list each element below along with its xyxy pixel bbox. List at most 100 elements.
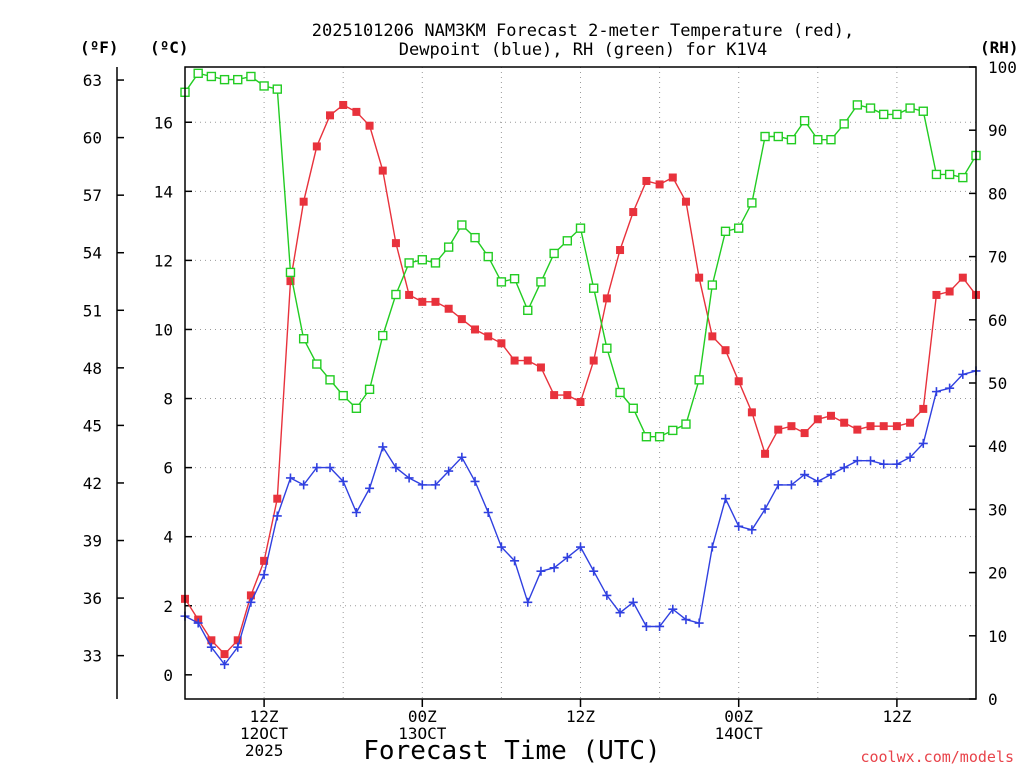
time-tick-label: 2025 (245, 741, 284, 760)
celsius-tick-label: 2 (163, 597, 173, 616)
data-point-dew (457, 452, 467, 462)
data-point-dew (365, 483, 375, 493)
data-point-temp (853, 425, 862, 434)
time-tick-label: 00Z (724, 707, 753, 726)
data-point-dew (430, 480, 440, 490)
series-layer (180, 68, 981, 669)
data-point-dew (351, 508, 361, 518)
rh-tick-label: 30 (988, 500, 1007, 519)
data-point-temp (721, 346, 730, 355)
data-point-temp (484, 332, 493, 341)
data-point-rh (958, 172, 968, 183)
data-point-temp (892, 422, 901, 431)
rh-tick-label: 100 (988, 58, 1017, 77)
chart-title-line-2: Dewpoint (blue), RH (green) for K1V4 (399, 40, 767, 60)
data-point-temp (774, 425, 783, 434)
data-point-dew (945, 383, 955, 393)
celsius-tick-label: 10 (154, 320, 173, 339)
data-point-rh (193, 68, 203, 79)
data-point-temp (813, 415, 822, 424)
data-point-rh (364, 384, 375, 395)
rh-tick-label: 90 (988, 121, 1007, 140)
data-point-temp (708, 332, 717, 341)
data-point-rh (523, 305, 533, 316)
data-point-rh (747, 198, 757, 208)
data-point-temp (352, 107, 361, 116)
data-point-dew (576, 542, 585, 552)
data-point-rh (285, 267, 296, 278)
data-point-temp (273, 494, 282, 503)
data-point-dew (444, 466, 454, 476)
data-point-dew (602, 590, 612, 600)
data-point-dew (233, 642, 243, 652)
data-point-temp (312, 142, 321, 151)
celsius-tick-label: 16 (154, 113, 173, 132)
series-temp (181, 100, 980, 659)
data-point-temp (879, 422, 888, 431)
data-point-dew (681, 615, 691, 625)
data-point-temp (326, 111, 335, 120)
data-point-rh (668, 425, 678, 436)
data-point-rh (865, 103, 876, 113)
data-point-temp (629, 208, 638, 217)
data-point-rh (298, 334, 309, 344)
data-point-rh (259, 81, 269, 91)
data-point-rh (615, 387, 625, 398)
data-point-rh (430, 258, 441, 268)
data-point-rh (562, 236, 573, 246)
data-point-dew (958, 369, 968, 379)
fahrenheit-tick-label: 51 (83, 301, 102, 320)
data-point-dew (773, 480, 783, 490)
time-tick-label: 14OCT (715, 724, 764, 743)
data-point-dew (747, 525, 757, 535)
fahrenheit-tick-label: 57 (83, 186, 102, 205)
data-point-temp (840, 418, 849, 427)
time-tick-label: 13OCT (398, 724, 447, 743)
data-point-rh (839, 119, 849, 129)
data-point-rh (404, 258, 414, 268)
data-point-rh (417, 255, 427, 265)
data-point-temp (457, 315, 466, 324)
fahrenheit-unit-label: (ºF) (80, 38, 119, 57)
data-point-rh (799, 116, 810, 126)
data-point-rh (351, 403, 362, 413)
fahrenheit-tick-label: 60 (83, 129, 102, 148)
data-point-rh (272, 84, 282, 94)
data-point-temp (510, 356, 519, 365)
data-point-dew (866, 456, 876, 466)
data-point-dew (285, 473, 295, 483)
plot-frame (184, 66, 977, 700)
data-point-rh (391, 289, 401, 300)
data-point-rh (918, 106, 928, 116)
data-point-dew (378, 442, 388, 452)
data-point-rh (470, 232, 480, 243)
data-point-rh (457, 220, 467, 230)
data-point-dew (826, 470, 836, 480)
data-point-temp (471, 325, 480, 334)
data-point-dew (325, 463, 335, 473)
data-point-temp (444, 304, 453, 313)
data-point-dew (918, 438, 928, 448)
data-point-rh (654, 432, 665, 442)
data-point-dew (615, 608, 625, 618)
data-point-temp (378, 166, 387, 175)
data-point-dew (786, 480, 796, 490)
fahrenheit-tick-label: 36 (83, 589, 102, 608)
data-point-temp (747, 408, 756, 417)
data-point-rh (246, 71, 256, 82)
data-point-rh (826, 134, 836, 145)
fahrenheit-tick-label: 42 (83, 474, 102, 493)
data-point-dew (931, 387, 941, 397)
data-point-dew (562, 552, 572, 562)
data-point-dew (496, 542, 506, 552)
series-dew (180, 366, 981, 669)
data-point-temp (220, 650, 229, 659)
data-point-temp (589, 356, 598, 365)
data-point-dew (404, 473, 414, 483)
data-point-rh (879, 109, 889, 120)
data-point-temp (431, 297, 440, 306)
data-point-dew (193, 618, 203, 628)
data-point-temp (932, 290, 941, 299)
data-point-rh (905, 103, 915, 113)
data-point-rh (931, 169, 942, 180)
